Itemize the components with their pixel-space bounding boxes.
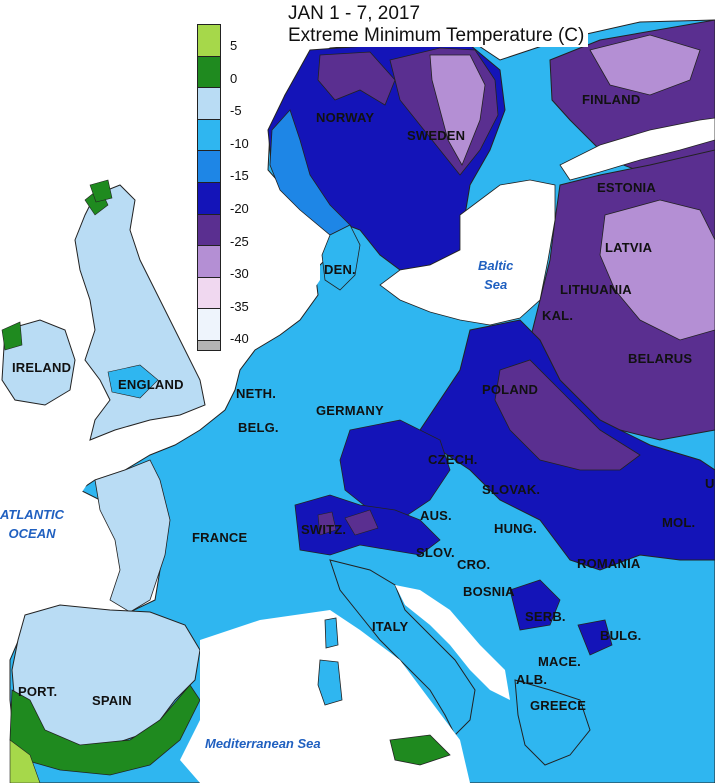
- label-england: ENGLAND: [118, 377, 184, 392]
- great-britain: [74, 184, 206, 441]
- legend-label: -20: [230, 201, 249, 216]
- legend-swatch: [197, 150, 221, 183]
- legend-swatch: [197, 55, 221, 89]
- legend-swatch: [197, 181, 221, 215]
- label-finland: FINLAND: [582, 92, 641, 107]
- label-kal: KAL.: [542, 308, 574, 323]
- legend-swatch: [197, 276, 221, 310]
- label-sweden: SWEDEN: [407, 128, 466, 143]
- belarus-light: [599, 199, 715, 341]
- label-greece: GREECE: [530, 698, 587, 713]
- gulf-of-finland: [559, 117, 715, 181]
- label-norway: NORWAY: [316, 110, 375, 125]
- alps-purple-1: [317, 511, 337, 536]
- label-switz: SWITZ.: [301, 522, 347, 537]
- map-title: JAN 1 - 7, 2017: [284, 3, 425, 25]
- label-czech: CZECH.: [428, 452, 478, 467]
- label-poland: POLAND: [482, 382, 539, 397]
- legend-label: -5: [230, 103, 242, 119]
- legend: [197, 24, 221, 351]
- legend-swatch: [197, 308, 221, 341]
- label-romania: ROMANIA: [577, 556, 641, 571]
- label-serb: SERB.: [525, 609, 566, 624]
- label-belarus: BELARUS: [628, 351, 693, 366]
- label-ukr: U: [705, 476, 715, 491]
- label-spain: SPAIN: [92, 693, 132, 708]
- france-west-light: [94, 459, 171, 613]
- sardinia: [317, 659, 343, 706]
- label-ireland: IRELAND: [12, 360, 72, 375]
- corsica: [324, 617, 339, 649]
- atlantic: [0, 400, 90, 620]
- legend-label: -40: [230, 331, 249, 347]
- legend-label: 0: [230, 70, 238, 86]
- sweden-very-cold: [429, 54, 486, 166]
- england-blue: [107, 364, 159, 399]
- greece: [514, 679, 591, 766]
- label-slovak: SLOVAK.: [482, 482, 541, 497]
- north-sea: [200, 185, 320, 380]
- legend-swatch: [197, 87, 221, 120]
- island-green: [89, 179, 113, 203]
- legend-label: 5: [230, 38, 238, 53]
- legend-label: -35: [230, 298, 249, 314]
- label-neth: NETH.: [236, 386, 276, 401]
- sicily: [389, 734, 451, 766]
- label-atlantic-ocean: ATLANTIC OCEAN: [0, 507, 65, 541]
- legend-swatch: [197, 118, 221, 152]
- italy: [329, 559, 476, 736]
- bulgaria-cold: [577, 619, 613, 656]
- label-bulg: BULG.: [600, 628, 642, 643]
- adriatic: [395, 585, 510, 700]
- label-baltic-sea: Baltic Sea: [478, 258, 514, 292]
- label-mol: MOL.: [662, 515, 696, 530]
- legend-label: -10: [230, 135, 249, 151]
- label-latvia: LATVIA: [605, 240, 653, 255]
- label-mediterranean-sea: Mediterranean Sea: [205, 736, 321, 751]
- alps-purple-2: [344, 509, 379, 536]
- label-port: PORT.: [18, 684, 58, 699]
- label-alb: ALB.: [516, 672, 548, 687]
- label-mace: MACE.: [538, 654, 581, 669]
- baltic-sea: [379, 179, 556, 326]
- finland-light: [589, 34, 701, 96]
- label-bosnia: BOSNIA: [463, 584, 515, 599]
- label-aus: AUS.: [420, 508, 452, 523]
- label-den: DEN.: [324, 262, 356, 277]
- denmark: [321, 224, 361, 291]
- legend-swatch: [197, 245, 221, 278]
- label-germany: GERMANY: [316, 403, 384, 418]
- legend-label: -30: [230, 266, 249, 282]
- label-estonia: ESTONIA: [597, 180, 656, 195]
- label-italy: ITALY: [372, 619, 409, 634]
- label-lithuania: LITHUANIA: [560, 282, 632, 297]
- norway-cold: [317, 51, 396, 106]
- germany-cold: [339, 419, 451, 521]
- map-subtitle: Extreme Minimum Temperature (C): [284, 25, 589, 47]
- poland-purple: [494, 359, 641, 471]
- balkans-cold: [509, 579, 561, 631]
- label-cro: CRO.: [457, 557, 491, 572]
- label-slov: SLOV.: [416, 545, 455, 560]
- label-belg: BELG.: [238, 420, 279, 435]
- legend-swatch: [197, 213, 221, 247]
- ireland-green: [1, 321, 23, 351]
- label-france: FRANCE: [192, 530, 248, 545]
- legend-swatch: [197, 339, 221, 351]
- legend-label: -15: [230, 168, 249, 184]
- iberia-lightgreen: [9, 739, 41, 783]
- legend-label: -25: [230, 233, 249, 249]
- label-hung: HUNG.: [494, 521, 537, 536]
- legend-swatch: [197, 24, 221, 57]
